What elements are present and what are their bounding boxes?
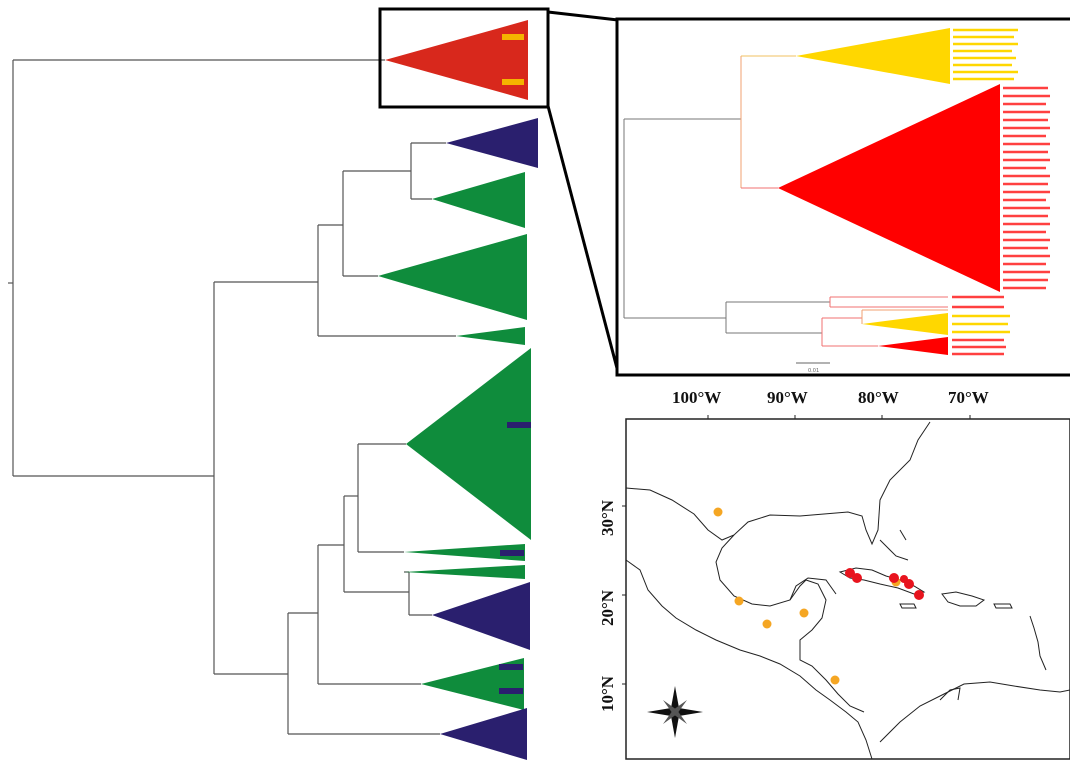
- green-clade: [406, 348, 531, 540]
- red-point: [889, 573, 899, 583]
- red-points: [845, 568, 924, 600]
- green-clade: [404, 544, 525, 561]
- zoom-connector: [378, 7, 620, 373]
- orange-point: [713, 507, 723, 517]
- navy-clade: [440, 708, 527, 760]
- navy-marker: [499, 688, 523, 694]
- red-point: [900, 575, 908, 583]
- navy-marker: [507, 422, 531, 428]
- navy-clade: [432, 582, 530, 650]
- main-tree: [8, 59, 456, 735]
- longitude-label: 70°W: [948, 388, 989, 407]
- navy-marker: [500, 550, 524, 556]
- red-point: [852, 573, 862, 583]
- green-clade: [378, 234, 527, 320]
- longitude-label: 80°W: [858, 388, 899, 407]
- green-clade: [404, 565, 525, 579]
- inset-yellow-subclade: [862, 313, 948, 335]
- latitude-label: 30°N: [598, 499, 617, 536]
- green-clade: [432, 172, 525, 228]
- inset-tip-labels: [952, 28, 1050, 356]
- red-clade-marker: [502, 79, 524, 85]
- inset-red-subclade: [878, 337, 948, 355]
- latitude-label: 10°N: [598, 675, 617, 712]
- longitude-label: 100°W: [672, 388, 722, 407]
- orange-point: [762, 619, 772, 629]
- red-clade: [385, 20, 528, 100]
- coastlines: [625, 421, 1070, 760]
- green-clade: [456, 327, 525, 345]
- navy-clade: [446, 118, 538, 168]
- inset-panel: 0.01: [615, 17, 1070, 377]
- inset-red-clade: [778, 84, 1000, 292]
- red-point: [914, 590, 924, 600]
- highlight-box: [378, 7, 550, 109]
- green-clade: [421, 658, 524, 710]
- clade-triangles: [378, 20, 538, 760]
- scale-bar-label: 0.01: [808, 368, 819, 374]
- orange-point: [734, 596, 744, 606]
- red-clade-marker: [502, 34, 524, 40]
- longitude-label: 90°W: [767, 388, 808, 407]
- latitude-label: 20°N: [598, 589, 617, 626]
- inset-yellow-clade: [796, 28, 950, 84]
- orange-point: [799, 608, 809, 618]
- compass-rose-icon: [647, 686, 703, 738]
- red-point: [845, 568, 855, 578]
- navy-marker: [499, 664, 523, 670]
- orange-point: [830, 675, 840, 685]
- map-panel: [622, 415, 1070, 760]
